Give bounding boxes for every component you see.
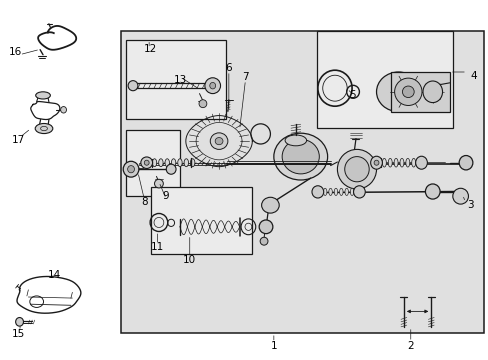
Ellipse shape bbox=[394, 78, 421, 105]
Text: 7: 7 bbox=[242, 72, 248, 82]
Bar bbox=[126, 40, 226, 119]
Ellipse shape bbox=[199, 100, 206, 108]
Ellipse shape bbox=[402, 86, 413, 98]
Ellipse shape bbox=[415, 156, 427, 169]
Text: 8: 8 bbox=[141, 197, 147, 207]
Ellipse shape bbox=[344, 157, 368, 182]
Text: 11: 11 bbox=[150, 242, 164, 252]
Ellipse shape bbox=[165, 159, 169, 167]
Ellipse shape bbox=[259, 220, 272, 234]
Text: 16: 16 bbox=[9, 47, 22, 57]
Ellipse shape bbox=[273, 133, 327, 180]
Text: 12: 12 bbox=[143, 44, 157, 54]
Ellipse shape bbox=[399, 158, 403, 167]
Ellipse shape bbox=[36, 92, 50, 99]
Text: 10: 10 bbox=[183, 255, 196, 265]
Bar bbox=[150, 187, 252, 254]
Bar bbox=[121, 31, 483, 333]
Text: 9: 9 bbox=[162, 191, 168, 201]
Text: 1: 1 bbox=[270, 341, 277, 351]
Text: 6: 6 bbox=[225, 63, 232, 73]
Ellipse shape bbox=[376, 72, 420, 112]
Ellipse shape bbox=[349, 188, 353, 195]
Ellipse shape bbox=[154, 179, 163, 188]
Text: 15: 15 bbox=[12, 329, 25, 339]
Ellipse shape bbox=[345, 188, 348, 195]
Ellipse shape bbox=[311, 186, 323, 198]
Text: 17: 17 bbox=[12, 135, 25, 145]
Ellipse shape bbox=[183, 159, 188, 167]
Ellipse shape bbox=[405, 158, 409, 167]
Ellipse shape bbox=[152, 159, 156, 167]
Ellipse shape bbox=[452, 188, 468, 204]
Ellipse shape bbox=[373, 160, 378, 165]
Ellipse shape bbox=[35, 123, 53, 134]
Text: 2: 2 bbox=[407, 341, 413, 351]
Ellipse shape bbox=[16, 318, 23, 326]
Bar bbox=[126, 130, 180, 196]
Ellipse shape bbox=[144, 160, 149, 165]
Text: 5: 5 bbox=[348, 90, 355, 100]
Ellipse shape bbox=[158, 159, 163, 167]
Text: 13: 13 bbox=[173, 75, 186, 85]
Ellipse shape bbox=[61, 107, 66, 113]
Ellipse shape bbox=[328, 188, 332, 195]
Ellipse shape bbox=[323, 188, 326, 195]
Ellipse shape bbox=[355, 188, 358, 195]
Ellipse shape bbox=[370, 156, 382, 169]
Ellipse shape bbox=[127, 166, 134, 173]
Ellipse shape bbox=[209, 82, 215, 89]
Ellipse shape bbox=[215, 138, 223, 145]
Bar bbox=[390, 72, 449, 112]
Text: 3: 3 bbox=[466, 200, 473, 210]
Ellipse shape bbox=[260, 237, 267, 245]
Ellipse shape bbox=[210, 133, 227, 149]
Ellipse shape bbox=[123, 161, 139, 177]
Ellipse shape bbox=[339, 188, 343, 195]
Ellipse shape bbox=[128, 81, 138, 91]
Ellipse shape bbox=[282, 139, 319, 174]
Ellipse shape bbox=[393, 158, 397, 167]
Ellipse shape bbox=[178, 159, 182, 167]
Ellipse shape bbox=[417, 158, 421, 167]
Ellipse shape bbox=[141, 157, 152, 168]
Ellipse shape bbox=[171, 159, 176, 167]
Ellipse shape bbox=[353, 186, 365, 198]
Ellipse shape bbox=[387, 158, 391, 167]
Ellipse shape bbox=[261, 197, 279, 213]
Ellipse shape bbox=[190, 159, 195, 167]
Bar bbox=[316, 31, 452, 128]
Ellipse shape bbox=[285, 135, 306, 146]
Ellipse shape bbox=[382, 158, 386, 167]
Text: 14: 14 bbox=[48, 270, 61, 280]
Text: 4: 4 bbox=[469, 71, 476, 81]
Ellipse shape bbox=[411, 158, 415, 167]
Ellipse shape bbox=[425, 184, 439, 199]
Ellipse shape bbox=[204, 78, 220, 94]
Ellipse shape bbox=[166, 164, 176, 174]
Ellipse shape bbox=[422, 81, 442, 103]
Ellipse shape bbox=[334, 188, 337, 195]
Ellipse shape bbox=[337, 149, 376, 189]
Ellipse shape bbox=[458, 156, 472, 170]
